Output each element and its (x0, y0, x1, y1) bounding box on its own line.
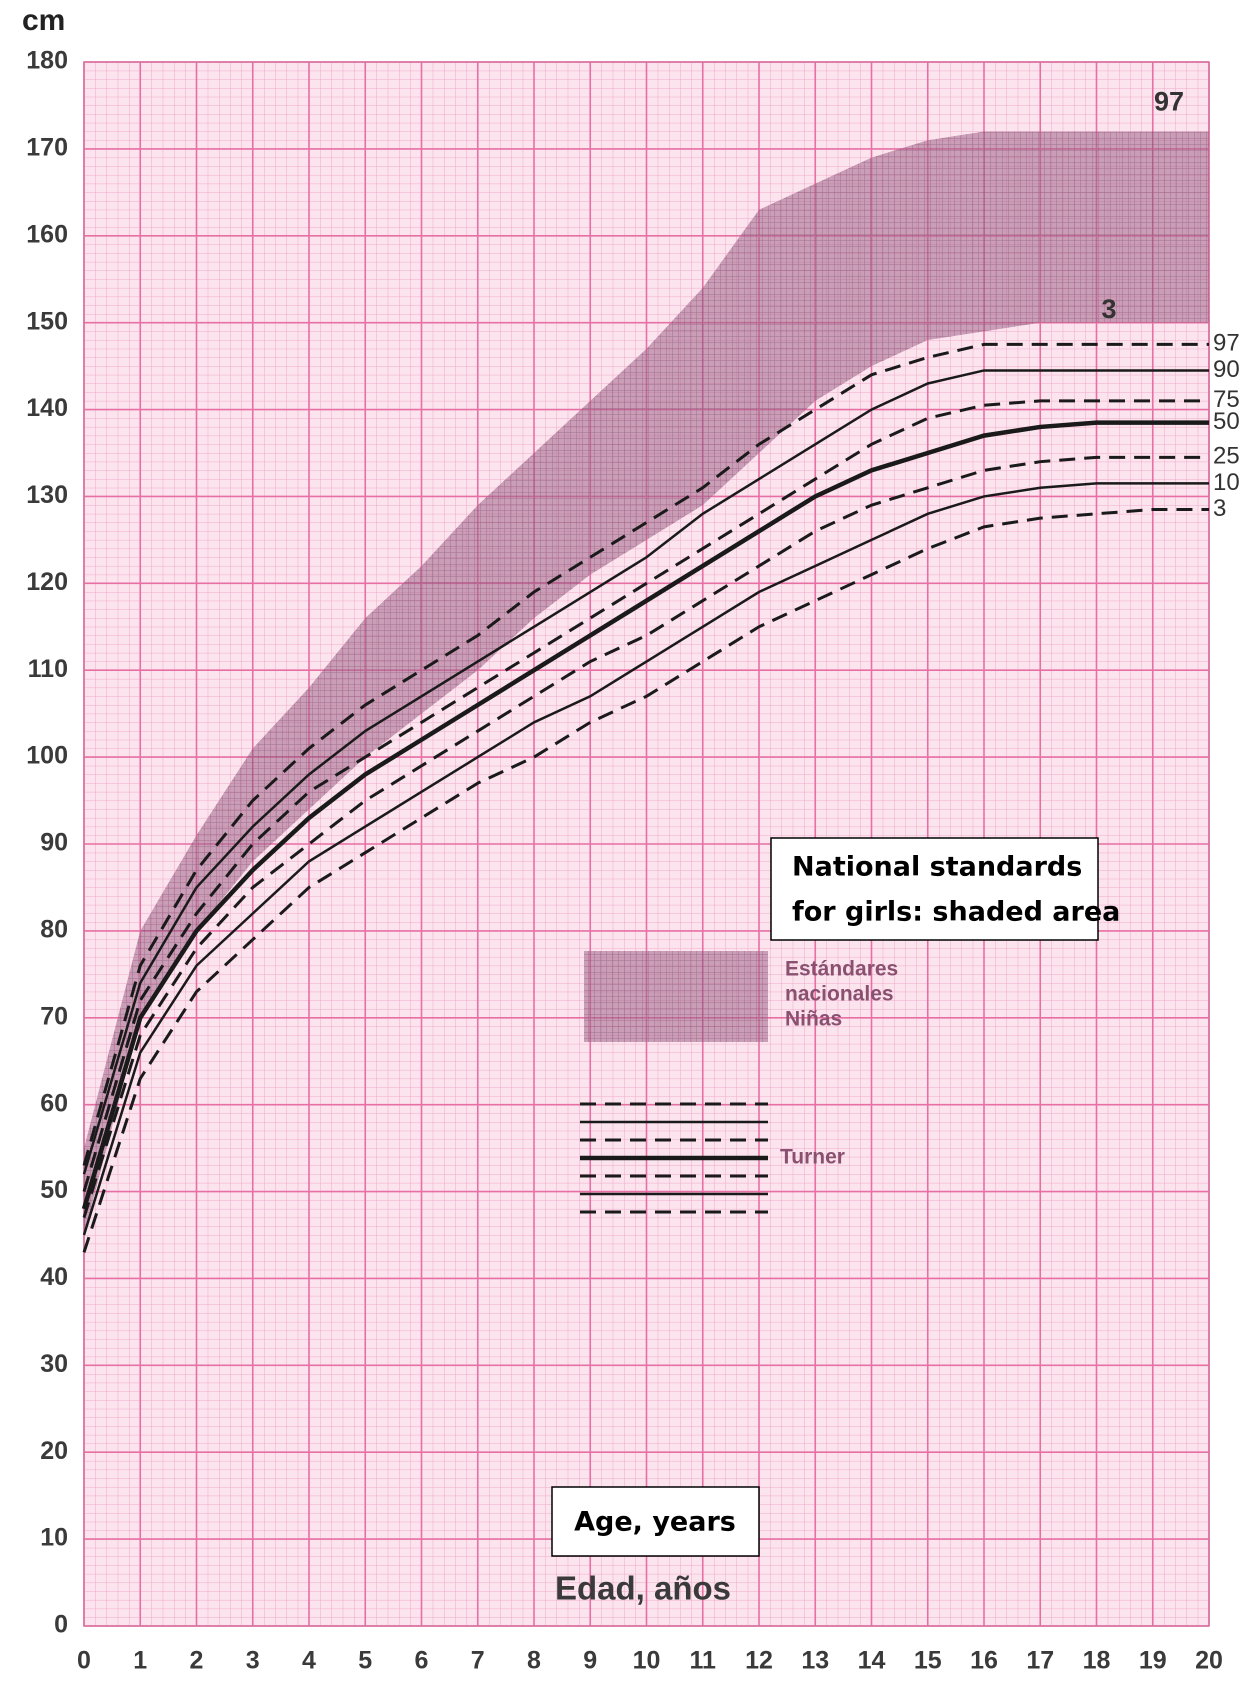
lines (81, 342, 1209, 1253)
legend-label: nacionales (785, 983, 894, 1006)
x-tick-label: 11 (690, 1647, 717, 1675)
x-tick-label: 5 (358, 1647, 372, 1675)
annotation-text: National standards (792, 852, 1082, 883)
y-tick-label: 180 (26, 47, 68, 75)
band-label: 97 (1154, 87, 1184, 117)
y-tick-label: 90 (40, 829, 68, 857)
y-tick-label: 40 (40, 1263, 68, 1291)
x-tick-label: 6 (415, 1647, 429, 1675)
x-tick-label: 19 (1139, 1647, 1167, 1675)
x-tick-label: 1 (133, 1647, 147, 1675)
x-tick-label: 20 (1195, 1647, 1223, 1675)
y-tick-label: 60 (40, 1089, 68, 1117)
shaded-area (84, 131, 1209, 1235)
annotation-text: for girls: shaded area (792, 897, 1120, 928)
y-tick-label: 130 (26, 481, 68, 509)
y-tick-label: 120 (26, 568, 68, 596)
x-tick-label: 12 (745, 1647, 773, 1675)
x-tick-label: 7 (471, 1647, 485, 1675)
annotation-box (770, 837, 1099, 941)
legend-label: 50 (1213, 408, 1240, 435)
legend-label: 90 (1213, 356, 1240, 383)
percentile-line (82, 342, 1209, 1166)
y-tick-label: 110 (28, 655, 68, 683)
x-tick-label: 8 (527, 1647, 541, 1675)
x-tick-label: 9 (583, 1647, 597, 1675)
legend-label: 3 (1213, 495, 1226, 522)
x-tick-label: 17 (1026, 1647, 1054, 1675)
x-tick-label: 0 (77, 1647, 91, 1675)
x-tick-label: 3 (246, 1647, 260, 1675)
x-axis-label: Edad, años (555, 1570, 731, 1607)
y-tick-label: 20 (40, 1437, 68, 1465)
percentile-line (82, 455, 1209, 1219)
y-tick-label: 50 (40, 1176, 68, 1204)
x-tick-label: 14 (858, 1647, 886, 1675)
y-tick-label: 140 (26, 394, 68, 422)
percentile-line (81, 420, 1209, 1210)
legend-swatch (584, 951, 768, 1042)
y-axis-label: cm (22, 4, 65, 37)
y-tick-label: 0 (54, 1611, 68, 1639)
x-tick-label: 2 (190, 1647, 204, 1675)
legend-label: 75 (1213, 386, 1240, 413)
x-tick-label: 15 (914, 1647, 942, 1675)
y-tick-label: 170 (26, 133, 68, 161)
band-label: 3 (1101, 294, 1116, 324)
x-tick-label: 16 (970, 1647, 998, 1675)
percentile-line (82, 507, 1209, 1253)
x-tick-label: 18 (1083, 1647, 1111, 1675)
y-tick-label: 70 (40, 1002, 68, 1030)
shaded-area (84, 131, 1209, 1235)
y-tick-label: 80 (40, 915, 68, 943)
legend-label: 10 (1213, 469, 1240, 496)
labels: 0102030405060708090100110120130140150160… (26, 47, 1239, 1675)
y-tick-label: 160 (26, 220, 68, 248)
percentile-line (82, 399, 1209, 1192)
x-tick-label: 13 (801, 1647, 829, 1675)
annotation-text: Age, years (574, 1507, 736, 1538)
y-tick-label: 10 (40, 1524, 68, 1552)
x-tick-label: 10 (633, 1647, 661, 1675)
annotation-box (551, 1486, 760, 1557)
x-tick-label: 4 (302, 1647, 316, 1675)
legend-label: Estándares (785, 958, 898, 981)
percentile-line (82, 369, 1209, 1175)
legend-label: 25 (1213, 443, 1240, 470)
percentile-line (82, 482, 1209, 1236)
legend-label: 97 (1213, 330, 1240, 357)
legend-label: Turner (780, 1146, 845, 1169)
y-tick-label: 150 (26, 307, 68, 335)
legend-label: Niñas (785, 1008, 842, 1031)
plot-frame (83, 61, 1210, 1627)
y-tick-label: 30 (40, 1350, 68, 1378)
y-tick-label: 100 (26, 742, 68, 770)
